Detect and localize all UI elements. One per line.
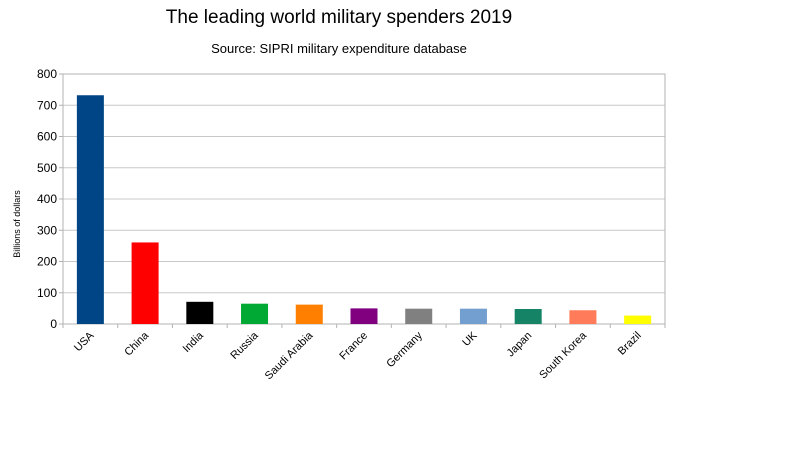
x-tick-label-russia: Russia bbox=[228, 329, 261, 362]
bar-brazil bbox=[624, 315, 652, 324]
x-tick-label-china: China bbox=[122, 329, 151, 358]
y-tick-label-600: 600 bbox=[37, 130, 57, 144]
bar-china bbox=[131, 242, 159, 324]
x-tick-label-india: India bbox=[181, 329, 207, 355]
x-tick-label-saudi-arabia: Saudi Arabia bbox=[263, 329, 316, 382]
y-tick-label-800: 800 bbox=[37, 67, 57, 81]
bar-india bbox=[186, 301, 214, 324]
x-tick-label-uk: UK bbox=[460, 329, 480, 349]
bar-south-korea bbox=[569, 310, 597, 324]
bar-japan bbox=[514, 309, 542, 324]
y-tick-label-0: 0 bbox=[50, 317, 57, 331]
bar-germany bbox=[405, 308, 433, 324]
x-axis-ticks: USA China India Russia Saudi Arabia France Ger… bbox=[62, 324, 666, 382]
x-tick-label-south-korea: South Korea bbox=[537, 329, 589, 381]
y-axis-label: Billions of dollars bbox=[12, 190, 22, 258]
y-tick-label-100: 100 bbox=[37, 286, 57, 300]
x-tick-label-france: France bbox=[337, 330, 370, 363]
y-tick-label-300: 300 bbox=[37, 223, 57, 237]
x-tick-label-germany: Germany bbox=[384, 329, 425, 370]
bar-russia bbox=[241, 303, 269, 324]
y-tick-label-700: 700 bbox=[37, 98, 57, 112]
bar-usa bbox=[76, 95, 104, 324]
x-tick-label-japan: Japan bbox=[505, 330, 535, 360]
y-tick-label-200: 200 bbox=[37, 255, 57, 269]
x-tick-label-brazil: Brazil bbox=[616, 330, 644, 358]
x-tick-label-usa: USA bbox=[72, 329, 97, 354]
chart-title: The leading world military spenders 2019 bbox=[166, 7, 512, 28]
gridlines bbox=[63, 104, 665, 294]
chart-subtitle: Source: SIPRI military expenditure datab… bbox=[211, 41, 467, 56]
y-tick-label-500: 500 bbox=[37, 161, 57, 175]
bars bbox=[76, 95, 652, 324]
bar-france bbox=[350, 308, 378, 324]
y-tick-label-400: 400 bbox=[37, 192, 57, 206]
y-axis-ticks: 0 100 200 300 400 500 600 700 800 bbox=[37, 67, 63, 331]
bar-saudi-arabia bbox=[295, 304, 323, 324]
bar-uk bbox=[459, 308, 487, 324]
